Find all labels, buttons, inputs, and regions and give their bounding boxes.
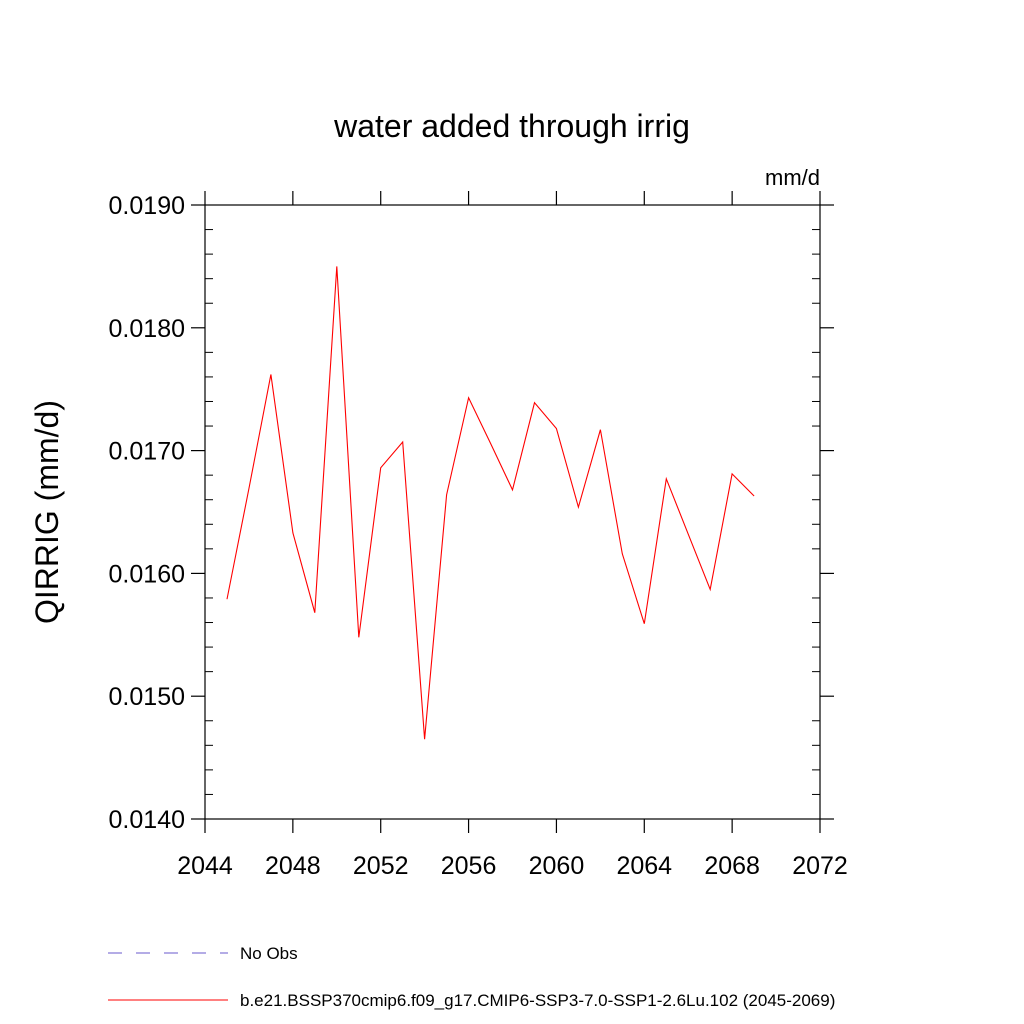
x-tick-label: 2060: [529, 852, 585, 880]
legend-entry: b.e21.BSSP370cmip6.f09_g17.CMIP6-SSP3-7.…: [240, 991, 835, 1010]
x-tick-label: 2052: [353, 852, 409, 880]
x-tick-label: 2064: [616, 852, 672, 880]
y-tick-label: 0.0180: [109, 315, 185, 343]
y-tick-label: 0.0150: [109, 683, 185, 711]
y-tick-label: 0.0170: [109, 438, 185, 466]
plot-frame: [204, 204, 821, 820]
legend-entry: No Obs: [240, 944, 298, 963]
chart-title: water added through irrig: [333, 108, 690, 144]
x-tick-label: 2056: [441, 852, 497, 880]
series-layer: [226, 266, 755, 740]
x-tick-label: 2044: [177, 852, 233, 880]
axis-ticks: 2044 2048 2052 2056 2060 2064 2068 2072 0.0140 0.…: [109, 191, 848, 880]
x-tick-label: 2048: [265, 852, 321, 880]
y-tick-label: 0.0140: [109, 806, 185, 834]
x-tick-label: 2068: [704, 852, 760, 880]
y-axis-label: QIRRIG (mm/d): [29, 400, 65, 624]
y-tick-label: 0.0160: [109, 560, 185, 588]
series-line-1: [226, 266, 755, 740]
y-tick-label: 0.0190: [109, 192, 185, 220]
legend: No Obs b.e21.BSSP370cmip6.f09_g17.CMIP6-S…: [108, 944, 835, 1010]
x-tick-label: 2072: [792, 852, 848, 880]
units-label: mm/d: [765, 165, 820, 190]
